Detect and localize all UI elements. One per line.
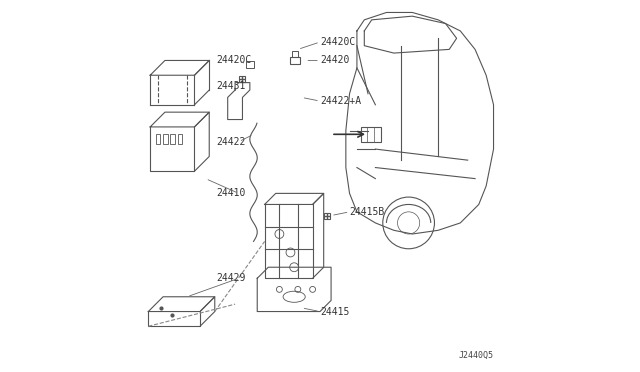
Bar [292, 51, 298, 57]
Text: 24420C: 24420C [216, 55, 252, 65]
Bar [246, 61, 253, 68]
Bar [156, 134, 160, 144]
Bar [291, 57, 300, 64]
Bar [360, 127, 381, 142]
Bar [178, 134, 182, 144]
Text: 24415B: 24415B [349, 207, 385, 217]
Text: 24431: 24431 [216, 81, 246, 91]
Text: 24422: 24422 [216, 137, 246, 147]
Text: 24410: 24410 [216, 188, 246, 198]
Bar [163, 134, 168, 144]
Text: 24422+A: 24422+A [320, 96, 361, 106]
Bar [170, 134, 175, 144]
Text: 24429: 24429 [216, 273, 246, 283]
Text: 24420C: 24420C [320, 37, 355, 47]
Text: 24415: 24415 [320, 307, 349, 317]
Text: J2440Q5: J2440Q5 [458, 350, 493, 359]
Text: 24420: 24420 [320, 55, 349, 65]
